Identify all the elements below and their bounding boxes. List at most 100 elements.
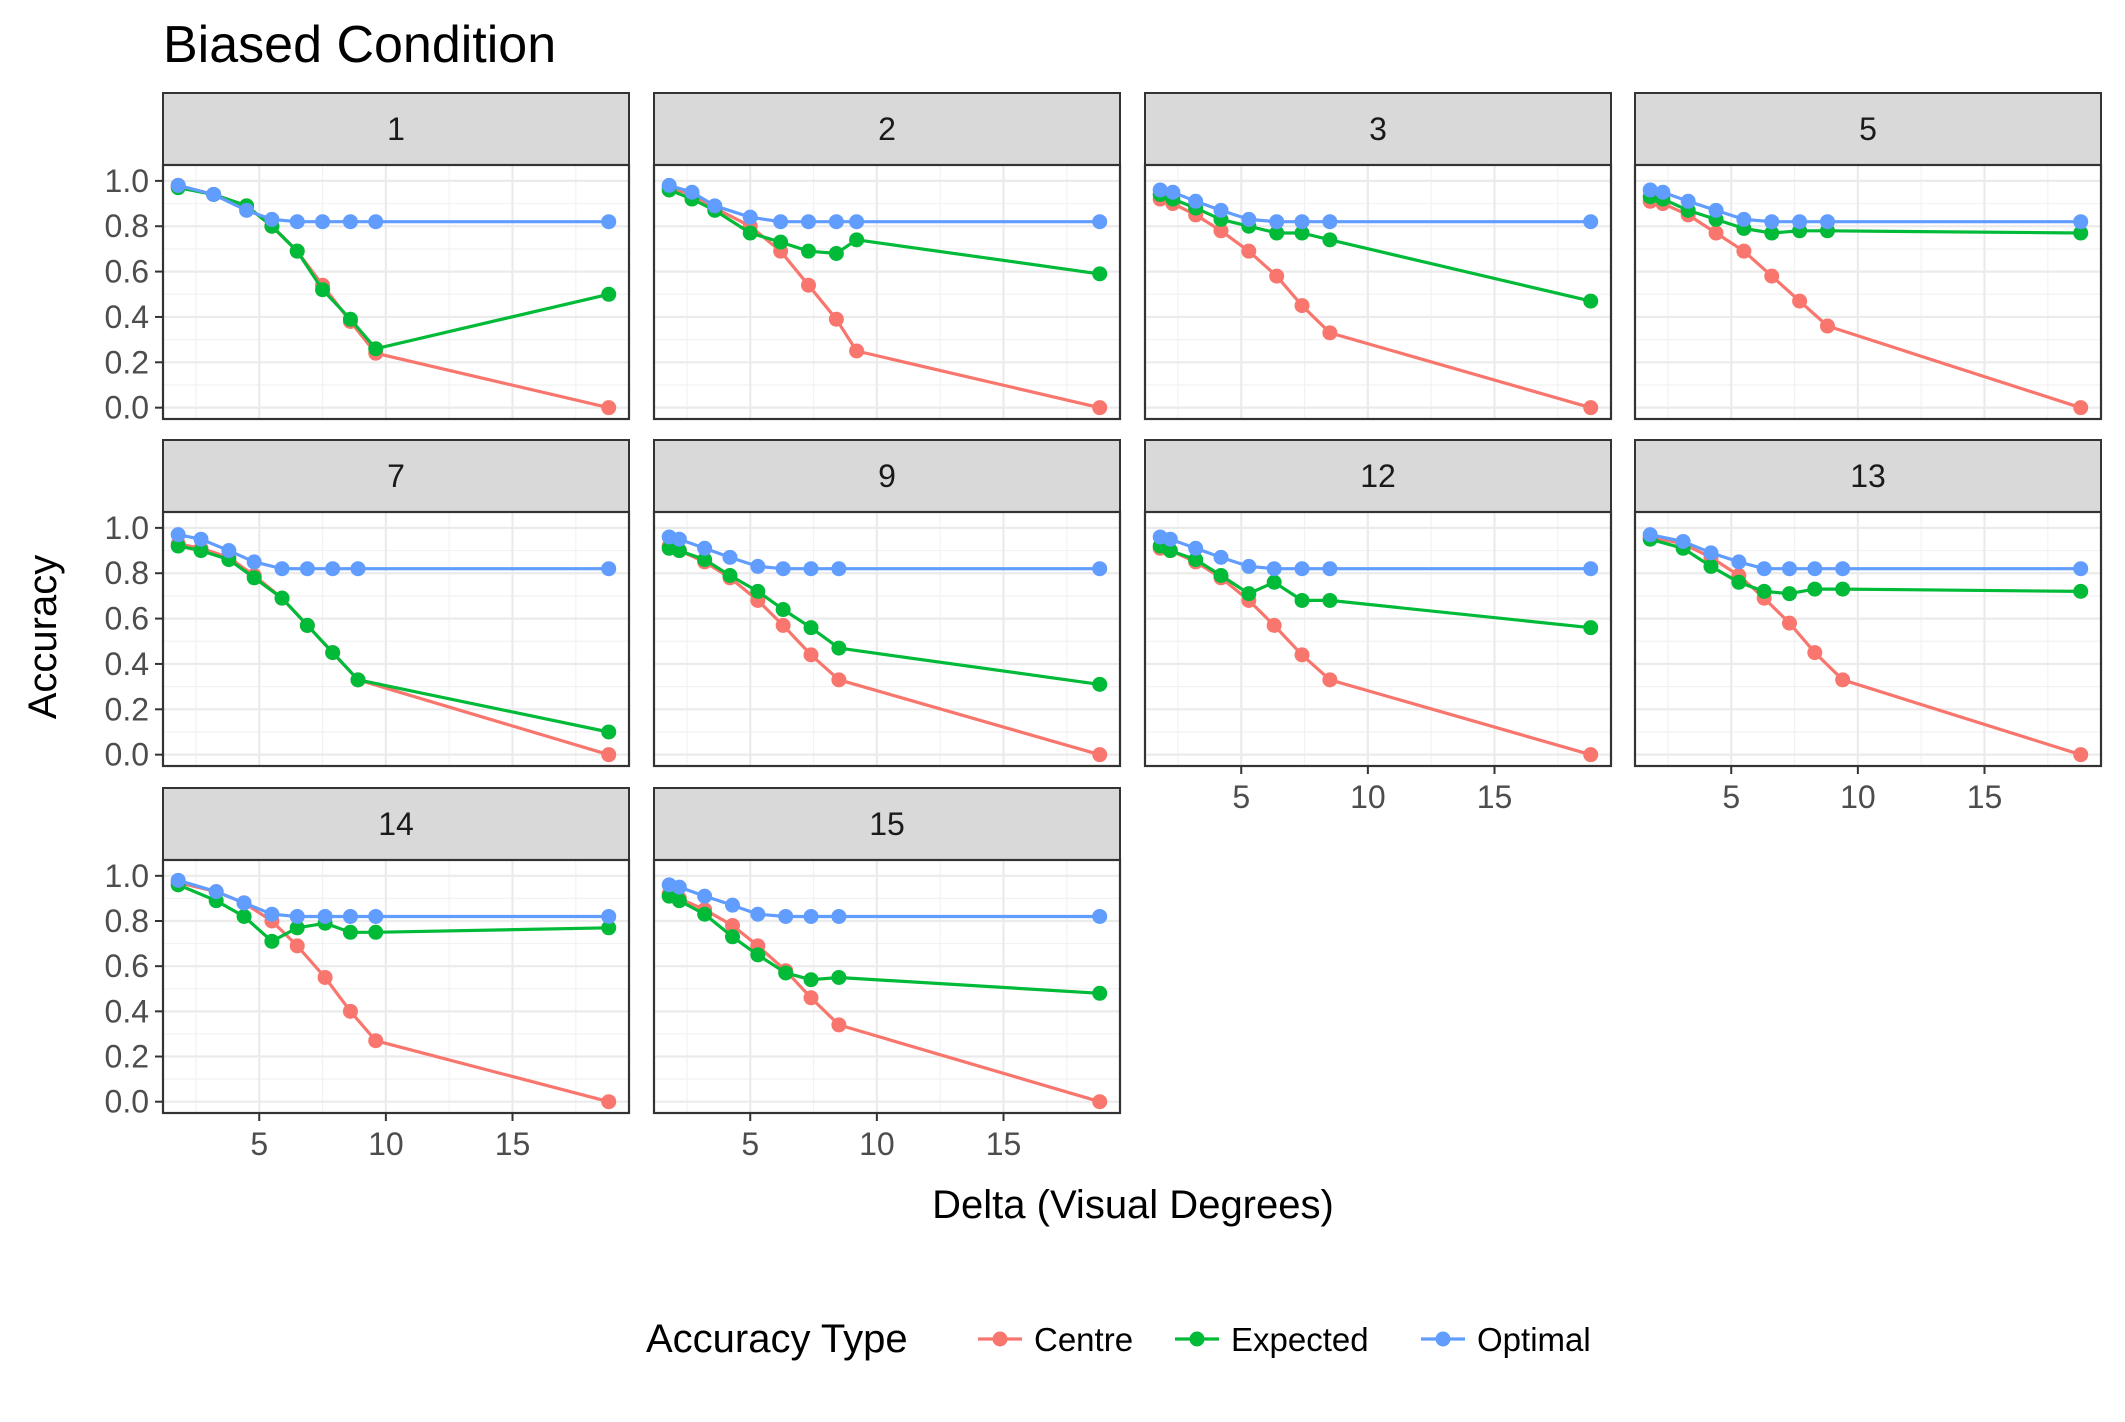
data-point-optimal	[1583, 561, 1599, 577]
data-point-optimal	[707, 198, 723, 214]
data-point-optimal	[342, 214, 358, 230]
data-point-expected	[828, 245, 844, 261]
data-point-optimal	[1703, 545, 1719, 561]
data-point-optimal	[722, 549, 738, 565]
data-point-expected	[315, 282, 331, 298]
data-point-expected	[274, 590, 290, 606]
y-tick-label: 0.4	[105, 646, 149, 682]
data-point-optimal	[1708, 202, 1724, 218]
data-point-optimal	[299, 561, 315, 577]
data-point-expected	[725, 929, 741, 945]
data-point-expected	[246, 570, 262, 586]
facet-panel: 2	[652, 92, 1122, 421]
facet-strip-label: 13	[1850, 458, 1886, 494]
data-point-expected	[1294, 592, 1310, 608]
data-point-expected	[849, 232, 865, 248]
y-tick-label: 0.6	[105, 948, 149, 984]
legend-label: Centre	[1034, 1321, 1133, 1358]
data-point-centre	[1213, 223, 1229, 239]
panel-border	[1143, 163, 1613, 421]
x-tick-label: 15	[495, 1126, 531, 1162]
data-point-centre	[831, 1017, 847, 1033]
data-point-expected	[1213, 568, 1229, 583]
data-point-optimal	[1092, 561, 1108, 577]
data-point-expected	[350, 672, 366, 688]
data-point-optimal	[350, 561, 366, 577]
data-point-optimal	[368, 908, 384, 924]
facet-strip	[162, 92, 630, 166]
data-point-optimal	[368, 214, 384, 230]
data-point-optimal	[1781, 561, 1797, 577]
facet-panel: 1 0.0 0.2 0.4 0.6 0.8 1.0	[105, 92, 631, 426]
data-point-expected	[1583, 293, 1599, 309]
legend-key-point	[992, 1331, 1008, 1347]
data-point-optimal	[1294, 214, 1310, 230]
data-point-optimal	[1213, 549, 1229, 565]
y-tick-label: 0.2	[105, 1039, 149, 1075]
y-tick-label: 1.0	[105, 858, 149, 894]
data-point-optimal	[1680, 193, 1696, 209]
data-point-centre	[1269, 268, 1285, 284]
data-point-optimal	[1092, 214, 1108, 230]
data-point-optimal	[725, 897, 741, 913]
facet-strip	[162, 787, 630, 861]
data-point-optimal	[831, 908, 847, 924]
data-point-optimal	[1322, 561, 1338, 577]
data-point-optimal	[170, 527, 186, 543]
data-point-optimal	[239, 202, 255, 218]
data-point-centre	[1092, 1094, 1108, 1110]
data-point-centre	[1322, 325, 1338, 341]
data-point-centre	[1583, 400, 1599, 416]
x-tick-label: 10	[859, 1126, 895, 1162]
panel-border	[1633, 510, 2103, 768]
data-point-optimal	[775, 561, 791, 577]
legend-item-optimal: Optimal	[1421, 1321, 1591, 1358]
x-tick-label: 10	[1350, 779, 1386, 815]
data-point-optimal	[1835, 561, 1851, 577]
data-point-centre	[368, 1033, 384, 1049]
data-point-centre	[601, 747, 617, 763]
data-point-optimal	[1241, 558, 1257, 574]
data-point-expected	[2073, 225, 2089, 241]
data-point-centre	[1092, 747, 1108, 763]
legend: Accuracy Type Centre Expected Optimal	[646, 1317, 1591, 1361]
data-point-expected	[601, 920, 617, 936]
data-point-optimal	[800, 214, 816, 230]
y-tick-label: 0.8	[105, 903, 149, 939]
legend-item-centre: Centre	[978, 1321, 1133, 1358]
data-point-optimal	[1764, 214, 1780, 230]
data-point-optimal	[264, 211, 280, 227]
y-tick-label: 0.4	[105, 993, 149, 1029]
data-point-expected	[1807, 581, 1823, 597]
data-point-optimal	[697, 540, 713, 556]
data-point-optimal	[803, 908, 819, 924]
data-point-expected	[750, 947, 766, 963]
data-point-optimal	[778, 908, 794, 924]
facet-strip	[653, 92, 1121, 166]
facet-strip-label: 5	[1859, 111, 1877, 147]
data-point-optimal	[1152, 182, 1168, 198]
data-point-optimal	[246, 554, 262, 570]
data-point-expected	[2073, 583, 2089, 599]
data-point-optimal	[661, 177, 677, 193]
data-point-optimal	[742, 209, 758, 225]
data-point-optimal	[1736, 211, 1752, 227]
chart-title: Biased Condition	[163, 16, 556, 74]
data-point-optimal	[601, 214, 617, 230]
data-point-centre	[1322, 672, 1338, 688]
data-point-optimal	[274, 561, 290, 577]
data-point-centre	[1792, 293, 1808, 309]
x-tick-label: 10	[368, 1126, 404, 1162]
facet-strip	[1634, 439, 2102, 513]
facet-panel: 9	[652, 439, 1122, 768]
data-point-expected	[342, 311, 358, 327]
facet-strip	[653, 787, 1121, 861]
facet-strip	[653, 439, 1121, 513]
data-point-optimal	[750, 906, 766, 922]
x-tick-label: 15	[986, 1126, 1022, 1162]
data-point-optimal	[1583, 214, 1599, 230]
data-point-optimal	[289, 908, 305, 924]
data-point-optimal	[1165, 184, 1181, 200]
data-point-expected	[1092, 676, 1108, 692]
